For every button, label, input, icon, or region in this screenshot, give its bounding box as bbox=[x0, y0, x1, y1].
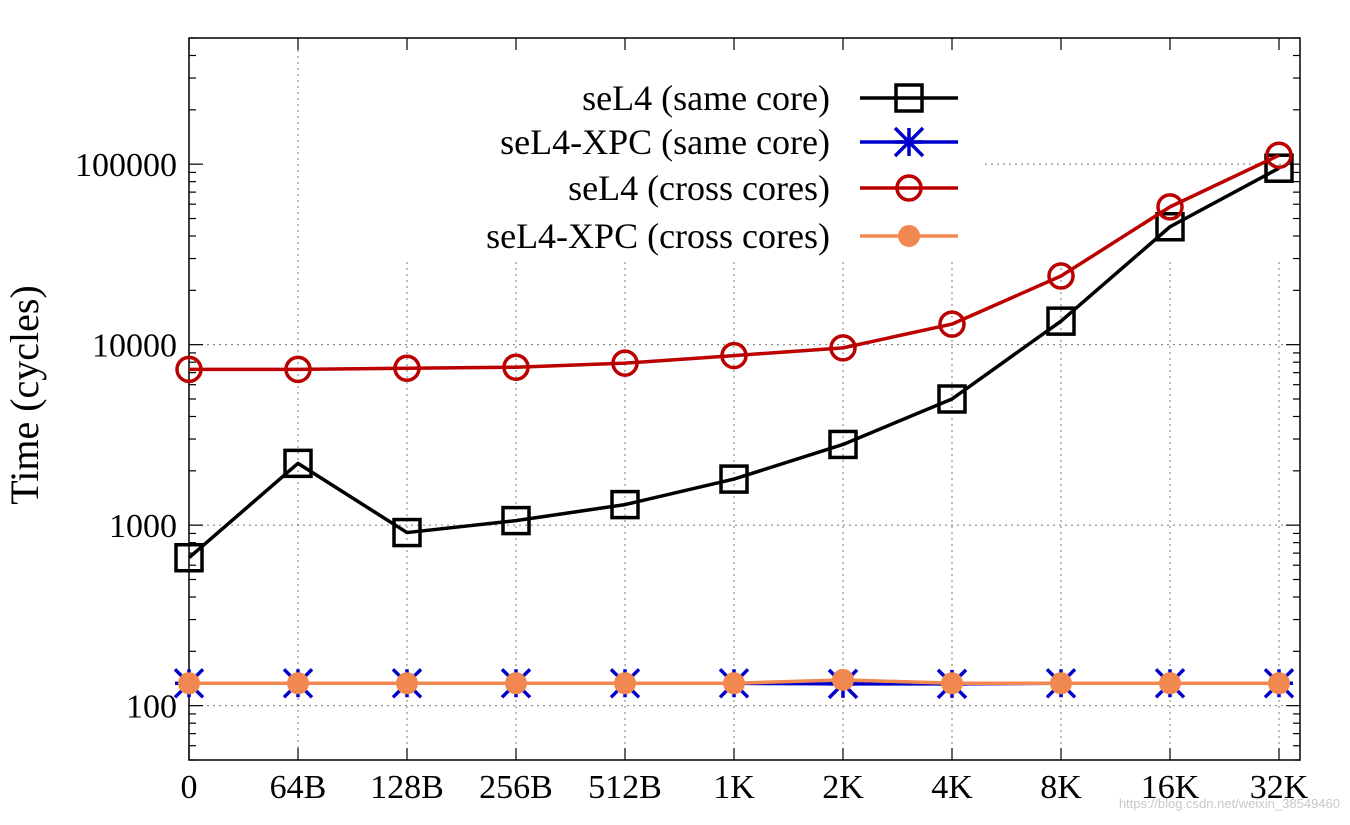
legend-marker bbox=[898, 225, 920, 247]
y-tick-label: 1000 bbox=[109, 508, 177, 545]
data-point bbox=[1265, 141, 1293, 170]
series-line bbox=[187, 166, 1280, 560]
data-point bbox=[614, 672, 636, 695]
y-tick-label: 10000 bbox=[92, 328, 177, 365]
data-point bbox=[284, 355, 312, 384]
data-point bbox=[1159, 672, 1181, 695]
x-tick-label: 512B bbox=[588, 769, 662, 806]
data-point bbox=[505, 672, 527, 695]
legend-item: seL4 (same core) bbox=[582, 78, 958, 118]
data-point bbox=[1264, 153, 1294, 183]
data-point bbox=[1047, 262, 1075, 290]
watermark: https://blog.csdn.net/weixin_38549460 bbox=[1119, 796, 1340, 811]
data-point bbox=[1155, 212, 1185, 242]
data-point bbox=[829, 334, 857, 362]
legend-item: seL4-XPC (same core) bbox=[500, 122, 958, 162]
data-point bbox=[720, 341, 748, 370]
x-tick-label: 32K bbox=[1250, 769, 1309, 806]
x-tick-label: 64B bbox=[270, 769, 327, 806]
y-tick-label: 100 bbox=[126, 689, 177, 726]
data-point bbox=[283, 448, 313, 479]
data-point bbox=[610, 489, 640, 520]
x-tick-label: 0 bbox=[181, 769, 198, 806]
legend: seL4 (same core)seL4-XPC (same core) seL4… bbox=[486, 78, 958, 256]
x-tick-label: 8K bbox=[1040, 769, 1082, 806]
data-point bbox=[175, 355, 203, 384]
series-4 bbox=[178, 668, 1290, 695]
data-point bbox=[937, 384, 967, 414]
legend-marker bbox=[894, 83, 924, 113]
data-point bbox=[1268, 672, 1290, 695]
legend-label: seL4 (same core) bbox=[582, 78, 830, 118]
x-tick-label: 2K bbox=[822, 769, 864, 806]
series-3 bbox=[175, 141, 1293, 384]
data-point bbox=[723, 672, 745, 695]
x-tick-label: 1K bbox=[713, 769, 755, 806]
data-point bbox=[393, 354, 421, 383]
y-tick-label: 100000 bbox=[75, 147, 177, 184]
data-point bbox=[174, 542, 204, 573]
x-tick-label: 4K bbox=[931, 769, 973, 806]
data-point bbox=[1156, 193, 1184, 221]
data-point bbox=[941, 672, 963, 695]
data-point bbox=[1046, 306, 1076, 336]
data-point bbox=[611, 349, 639, 377]
data-point bbox=[828, 429, 858, 460]
data-point bbox=[501, 505, 531, 536]
data-point bbox=[832, 668, 854, 691]
data-point bbox=[396, 672, 418, 695]
x-tick-label: 256B bbox=[479, 769, 553, 806]
data-point bbox=[938, 310, 966, 338]
legend-label: seL4-XPC (same core) bbox=[500, 122, 830, 162]
y-axis-title: Time (cycles) bbox=[2, 285, 47, 505]
x-tick-label: 128B bbox=[370, 769, 444, 806]
legend-label: seL4-XPC (cross cores) bbox=[486, 216, 830, 256]
legend-marker bbox=[895, 174, 923, 202]
legend-item: seL4-XPC (cross cores) bbox=[486, 216, 958, 256]
data-point bbox=[1050, 672, 1072, 695]
data-point bbox=[502, 353, 530, 381]
data-point bbox=[392, 517, 422, 548]
data-point bbox=[719, 464, 749, 494]
data-point bbox=[178, 672, 200, 695]
x-tick-label: 16K bbox=[1141, 769, 1200, 806]
data-point bbox=[287, 672, 309, 695]
series-1 bbox=[174, 153, 1294, 573]
legend-marker bbox=[893, 126, 925, 158]
axes-layer: 100 1000 10000 100000 0 64B 128B 256B 512B 1K 2K 4K… bbox=[75, 37, 1309, 806]
legend-label: seL4 (cross cores) bbox=[568, 168, 830, 208]
series-layer bbox=[173, 141, 1295, 700]
series-line bbox=[189, 153, 1280, 372]
legend-item: seL4 (cross cores) bbox=[568, 168, 958, 208]
